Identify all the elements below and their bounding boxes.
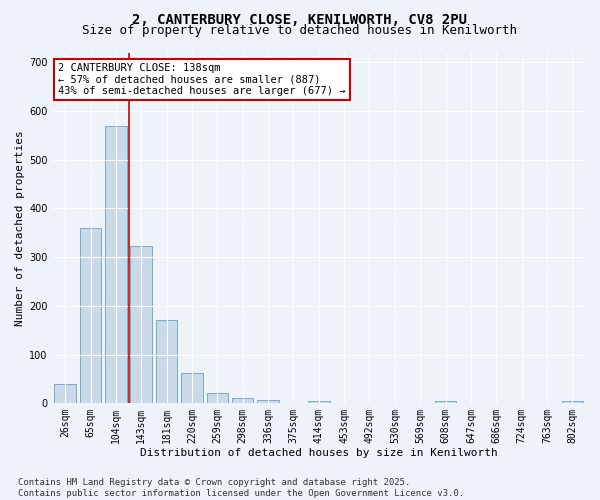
Bar bbox=[105, 126, 127, 403]
Bar bbox=[80, 228, 101, 403]
Text: 2 CANTERBURY CLOSE: 138sqm
← 57% of detached houses are smaller (887)
43% of sem: 2 CANTERBURY CLOSE: 138sqm ← 57% of deta… bbox=[58, 63, 346, 96]
Y-axis label: Number of detached properties: Number of detached properties bbox=[15, 130, 25, 326]
Text: Size of property relative to detached houses in Kenilworth: Size of property relative to detached ho… bbox=[83, 24, 517, 37]
X-axis label: Distribution of detached houses by size in Kenilworth: Distribution of detached houses by size … bbox=[140, 448, 497, 458]
Bar bbox=[156, 320, 178, 403]
Bar bbox=[130, 246, 152, 403]
Bar bbox=[257, 400, 279, 403]
Bar bbox=[308, 401, 329, 403]
Bar bbox=[181, 373, 203, 403]
Bar bbox=[562, 401, 583, 403]
Text: Contains HM Land Registry data © Crown copyright and database right 2025.
Contai: Contains HM Land Registry data © Crown c… bbox=[18, 478, 464, 498]
Bar bbox=[206, 392, 228, 403]
Bar bbox=[435, 401, 457, 403]
Text: 2, CANTERBURY CLOSE, KENILWORTH, CV8 2PU: 2, CANTERBURY CLOSE, KENILWORTH, CV8 2PU bbox=[133, 12, 467, 26]
Bar bbox=[55, 384, 76, 403]
Bar bbox=[232, 398, 253, 403]
